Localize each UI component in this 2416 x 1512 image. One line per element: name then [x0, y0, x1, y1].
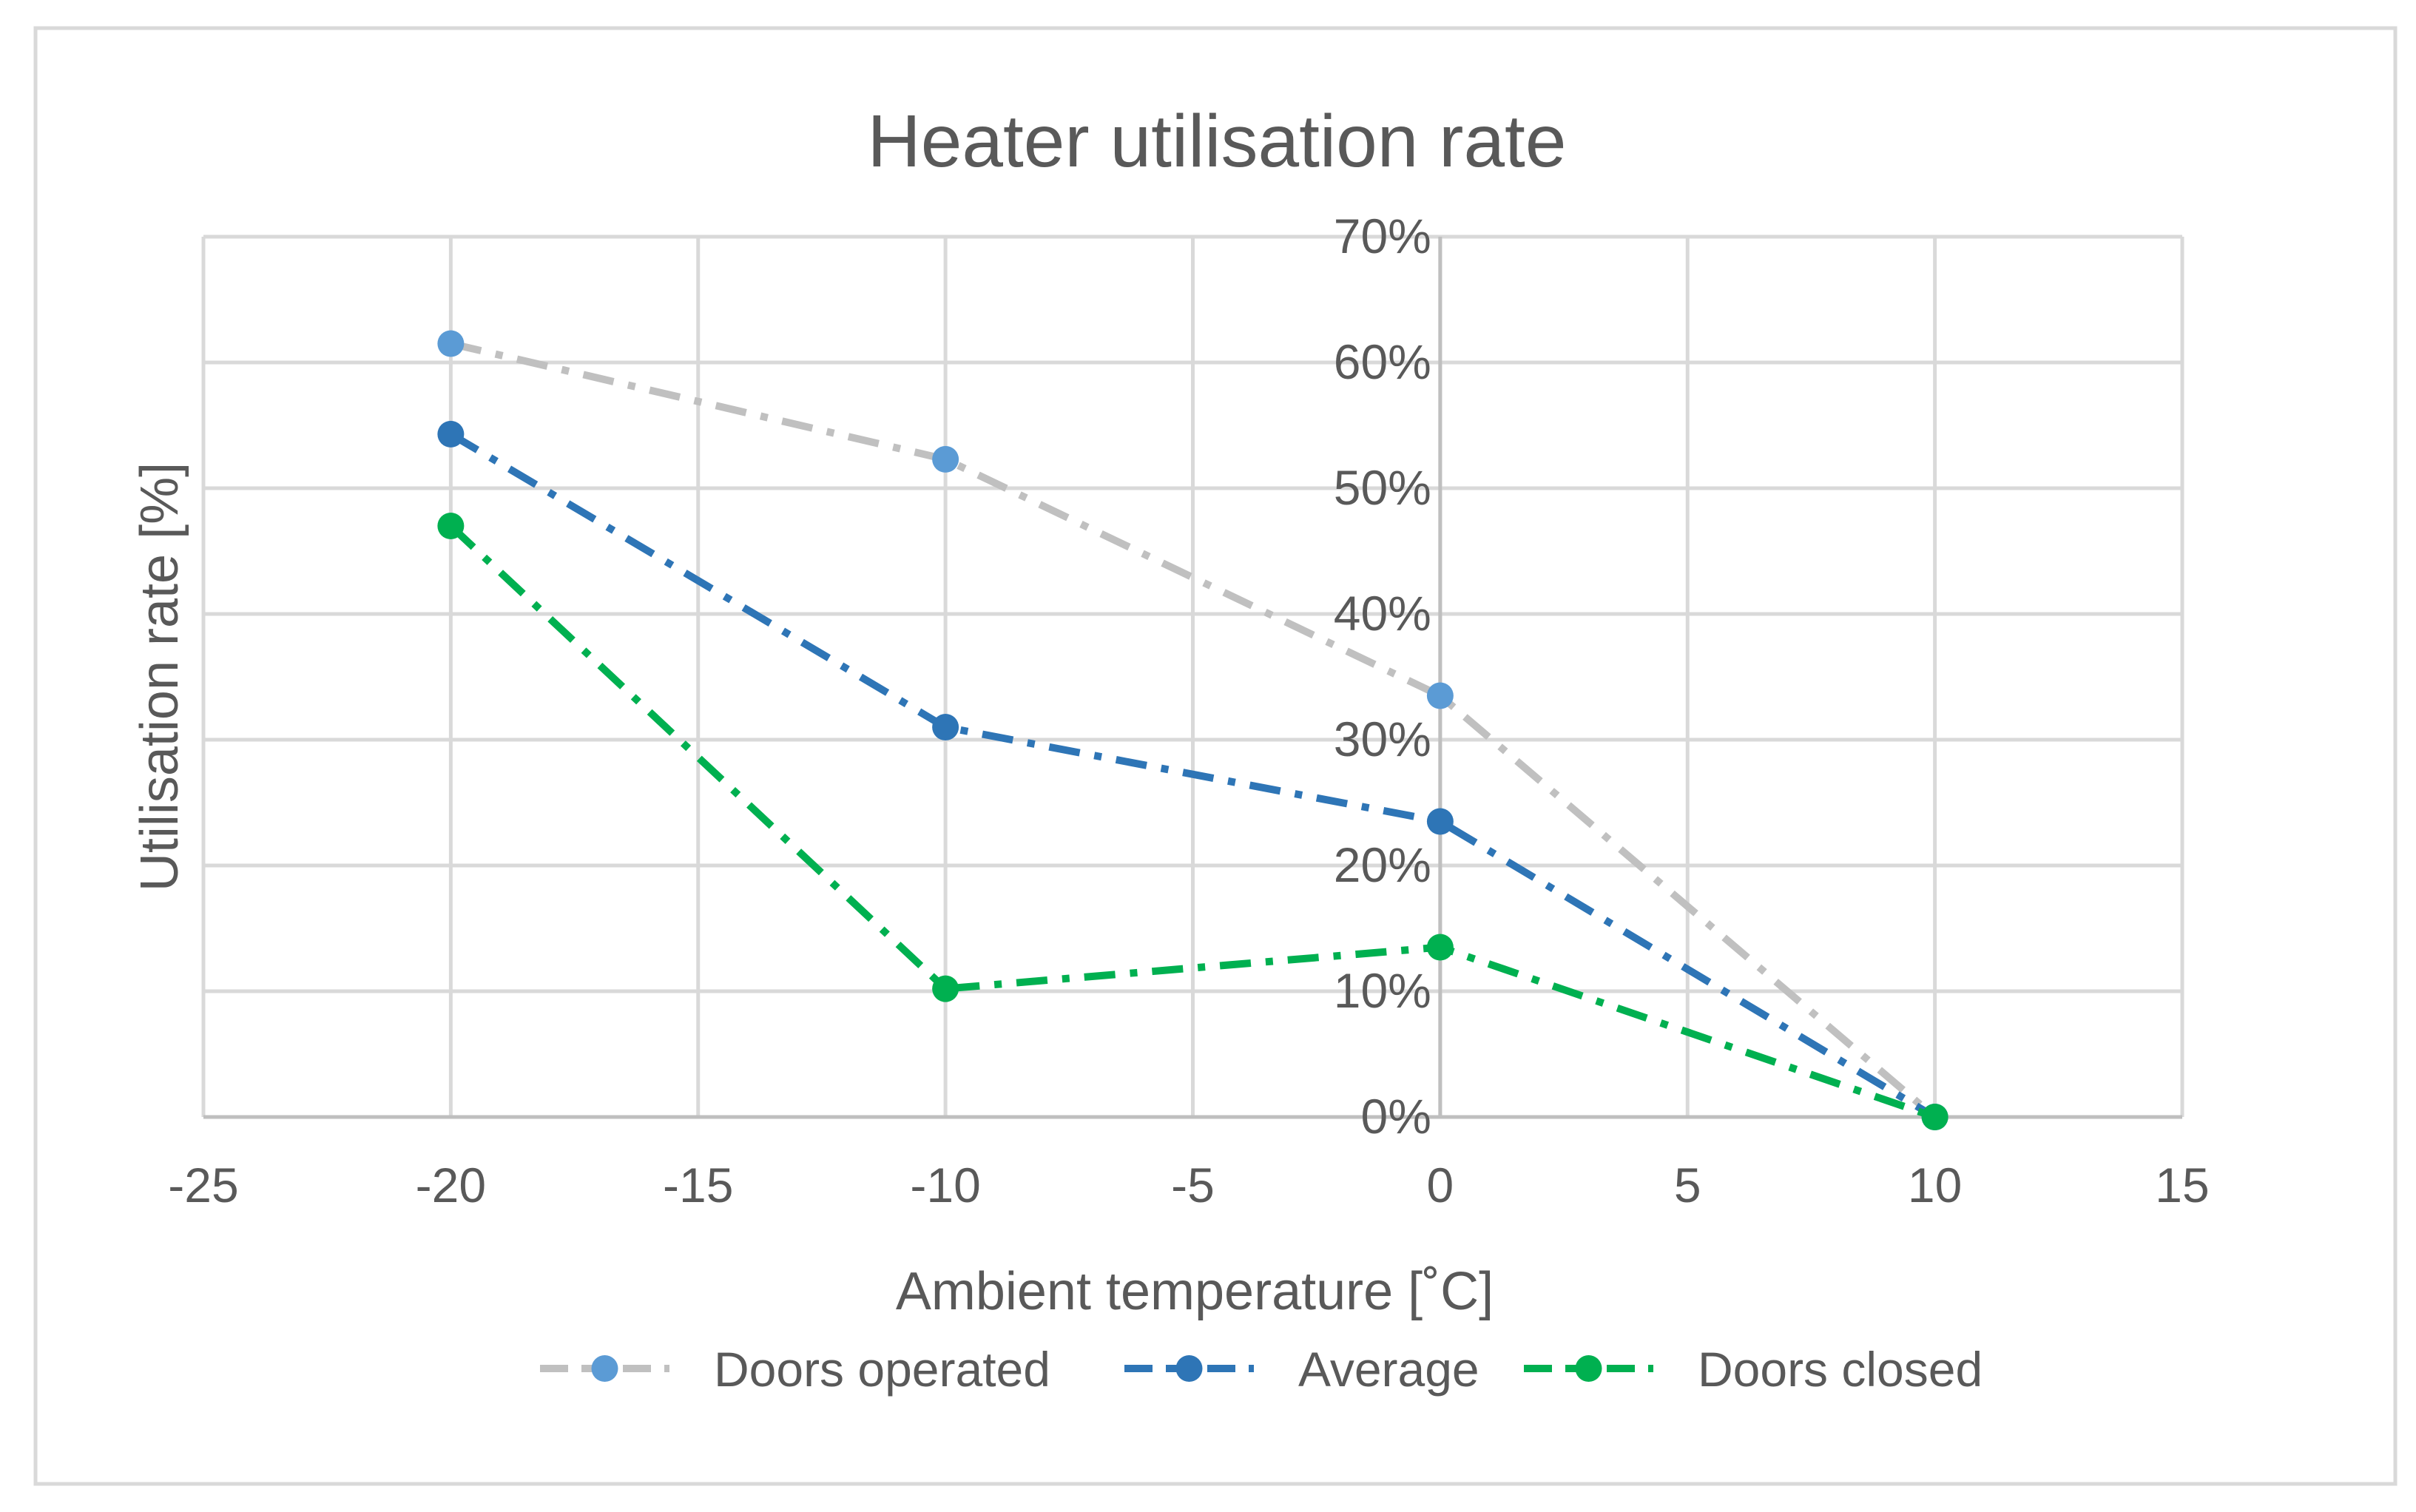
- data-point-average: [932, 714, 959, 740]
- legend-marker-average: [1175, 1355, 1203, 1382]
- data-point-doors-closed: [1426, 934, 1454, 961]
- series-layer: [437, 330, 1948, 1130]
- data-point-doors-operated: [932, 445, 959, 473]
- chart-title: Heater utilisation rate: [868, 100, 1567, 183]
- data-point-doors-closed: [437, 513, 465, 539]
- data-point-average: [1426, 808, 1454, 835]
- x-tick-label: 0: [1427, 1158, 1454, 1212]
- data-point-doors-operated: [1426, 682, 1454, 709]
- data-point-doors-closed: [1921, 1104, 1948, 1130]
- y-tick-label: 40%: [1334, 586, 1431, 641]
- x-tick-label: 5: [1674, 1158, 1701, 1212]
- y-tick-label: 50%: [1334, 460, 1431, 515]
- legend-marker-doors-closed: [1575, 1355, 1602, 1382]
- x-tick-label: 10: [1908, 1158, 1962, 1212]
- y-tick-label: 60%: [1334, 334, 1431, 389]
- data-point-doors-operated: [437, 330, 465, 357]
- y-tick-label: 10%: [1334, 963, 1431, 1018]
- x-tick-label: -10: [910, 1158, 980, 1212]
- data-point-doors-closed: [932, 975, 959, 1002]
- series-line-average: [448, 431, 1937, 1121]
- legend: Doors operated Average Doors closed: [540, 1342, 1983, 1397]
- legend-label-doors-closed: Doors closed: [1698, 1342, 1983, 1397]
- legend-label-average: Average: [1298, 1342, 1479, 1397]
- x-tick-label: -25: [168, 1158, 238, 1212]
- series-line-doors-closed: [448, 523, 1937, 1121]
- chart-border: [33, 26, 2398, 1486]
- y-tick-label: 20%: [1334, 837, 1431, 892]
- legend-label-doors-operated: Doors operated: [714, 1342, 1050, 1397]
- series-line-doors-operated: [450, 340, 1937, 1120]
- x-tick-label: -5: [1171, 1158, 1215, 1212]
- y-tick-label: 30%: [1334, 712, 1431, 766]
- x-tick-label: 15: [2155, 1158, 2209, 1212]
- y-tick-label: 70%: [1334, 209, 1431, 263]
- tick-labels: -25 -20 -15 -10 -5 0 5 10 15 0% 10% 20% 30% 40% 50% 60%…: [168, 209, 2209, 1212]
- data-point-average: [437, 420, 465, 448]
- x-tick-label: -15: [663, 1158, 733, 1212]
- y-tick-label: 0%: [1360, 1089, 1431, 1144]
- x-tick-label: -20: [416, 1158, 486, 1212]
- legend-marker-doors-operated: [591, 1355, 618, 1382]
- x-axis-title: Ambient temperature [˚C]: [896, 1262, 1494, 1321]
- y-axis-title: Utilisation rate [%]: [130, 462, 189, 891]
